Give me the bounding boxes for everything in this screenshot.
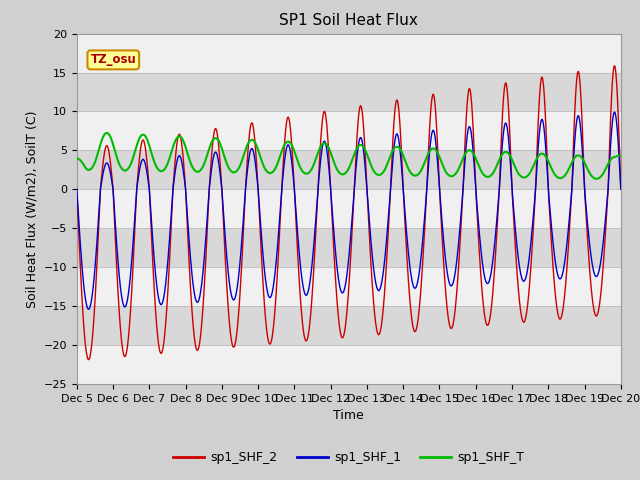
sp1_SHF_1 [617, 186, 625, 192]
Line: sp1_SHF_2: sp1_SHF_2 [77, 66, 621, 360]
sp1_SHF_1 [84, 306, 92, 312]
sp1_SHF_1 [282, 150, 289, 156]
Y-axis label: Soil Heat Flux (W/m2), SoilT (C): Soil Heat Flux (W/m2), SoilT (C) [25, 110, 38, 308]
sp1_SHF_1 [135, 170, 143, 176]
sp1_SHF_2 [617, 186, 625, 192]
sp1_SHF_1 [548, 226, 556, 232]
Bar [77, 228, 621, 267]
X-axis label: Time: Time [333, 409, 364, 422]
sp1_SHF_2 [305, 326, 313, 332]
Bar [77, 345, 621, 384]
sp1_SHF_2 [168, 221, 175, 227]
sp1_SHF_2 [282, 128, 289, 133]
Line: sp1_SHF_T: sp1_SHF_T [77, 133, 621, 179]
sp1_SHF_T [282, 140, 289, 146]
sp1_SHF_T [305, 169, 313, 175]
sp1_SHF_T [548, 166, 556, 172]
sp1_SHF_T [617, 153, 625, 158]
sp1_SHF_1 [168, 211, 175, 216]
Bar [77, 72, 621, 111]
Bar [77, 306, 621, 345]
sp1_SHF_1 [305, 284, 313, 290]
Bar [77, 111, 621, 150]
sp1_SHF_T [607, 157, 614, 163]
sp1_SHF_T [73, 156, 81, 161]
Bar [77, 150, 621, 189]
sp1_SHF_T [135, 136, 143, 142]
sp1_SHF_2 [548, 244, 556, 250]
sp1_SHF_1 [611, 109, 618, 115]
Text: TZ_osu: TZ_osu [90, 53, 136, 66]
Title: SP1 Soil Heat Flux: SP1 Soil Heat Flux [280, 13, 418, 28]
sp1_SHF_T [103, 130, 111, 136]
sp1_SHF_2 [73, 186, 81, 192]
sp1_SHF_T [593, 176, 600, 182]
sp1_SHF_2 [84, 357, 92, 362]
Bar [77, 189, 621, 228]
sp1_SHF_2 [607, 123, 614, 129]
Line: sp1_SHF_1: sp1_SHF_1 [77, 112, 621, 309]
Bar [77, 267, 621, 306]
sp1_SHF_1 [73, 186, 81, 192]
sp1_SHF_2 [135, 159, 143, 165]
sp1_SHF_2 [611, 63, 618, 69]
sp1_SHF_1 [607, 147, 614, 153]
sp1_SHF_T [168, 150, 175, 156]
Bar [77, 34, 621, 72]
Legend: sp1_SHF_2, sp1_SHF_1, sp1_SHF_T: sp1_SHF_2, sp1_SHF_1, sp1_SHF_T [168, 446, 529, 469]
